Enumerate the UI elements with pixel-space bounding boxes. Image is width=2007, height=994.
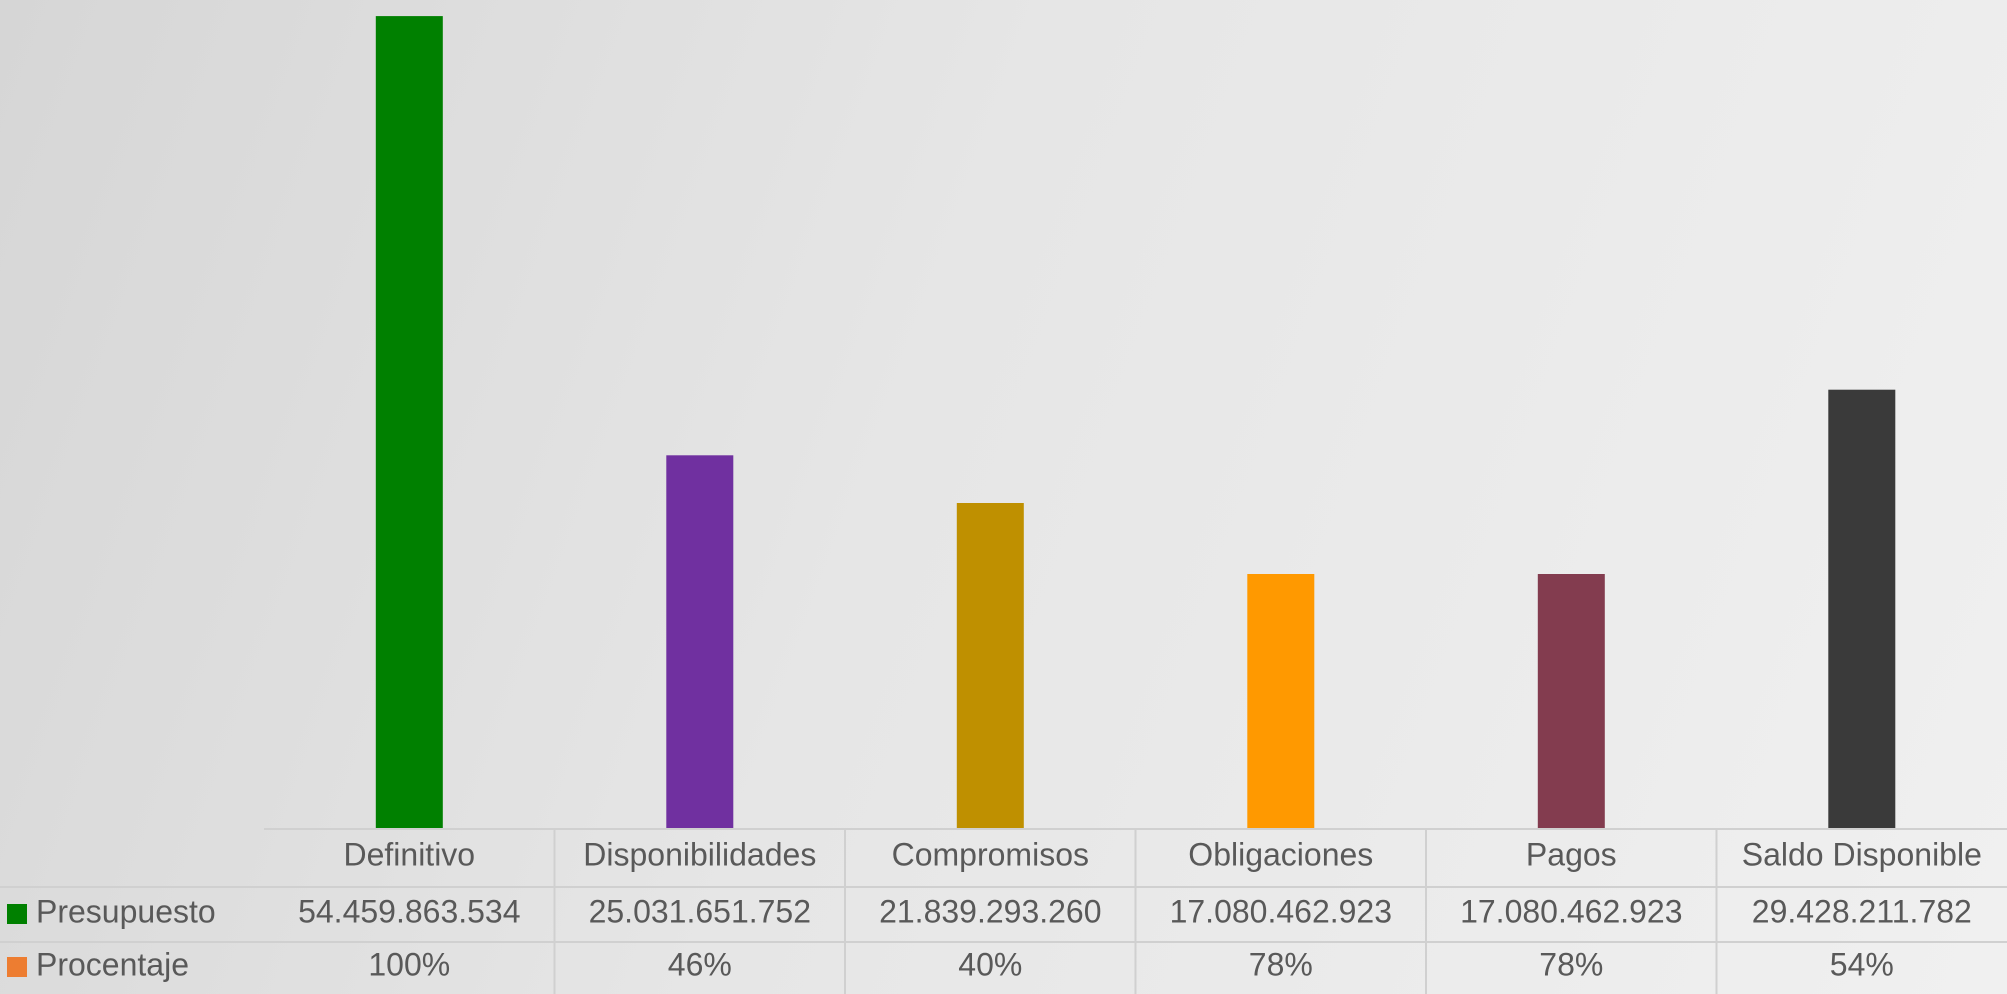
- category-label: Definitivo: [343, 836, 475, 872]
- legend-series-name: Presupuesto: [36, 893, 216, 929]
- procentaje-value: 78%: [1539, 946, 1603, 982]
- legend-key-procentaje: [7, 957, 27, 977]
- category-label: Compromisos: [892, 836, 1089, 872]
- bar-pagos: [1537, 574, 1605, 829]
- presupuesto-value: 54.459.863.534: [298, 893, 520, 929]
- legend-series-name: Procentaje: [36, 946, 189, 982]
- presupuesto-value: 17.080.462.923: [1460, 893, 1682, 929]
- bar-compromisos: [956, 503, 1024, 829]
- presupuesto-value: 17.080.462.923: [1170, 893, 1392, 929]
- bar-definitivo: [375, 16, 443, 830]
- procentaje-value: 100%: [368, 946, 450, 982]
- presupuesto-value: 25.031.651.752: [589, 893, 811, 929]
- category-label: Obligaciones: [1188, 836, 1373, 872]
- bars-group: [375, 16, 1896, 830]
- data-table: Definitivo 54.459.863.534 100% Disponibilid…: [7, 836, 1982, 982]
- data-table-grid: [0, 828, 2007, 994]
- category-label: Pagos: [1526, 836, 1617, 872]
- bar-disponibilidades: [666, 455, 734, 829]
- procentaje-value: 78%: [1249, 946, 1313, 982]
- presupuesto-value: 29.428.211.782: [1752, 893, 1972, 929]
- legend-key-presupuesto: [7, 904, 27, 924]
- procentaje-value: 46%: [668, 946, 732, 982]
- bar-obligaciones: [1247, 574, 1315, 829]
- bar-saldo-disponible: [1828, 389, 1896, 829]
- procentaje-value: 40%: [958, 946, 1022, 982]
- category-label: Saldo Disponible: [1742, 836, 1982, 872]
- presupuesto-value: 21.839.293.260: [879, 893, 1101, 929]
- category-label: Disponibilidades: [583, 836, 816, 872]
- procentaje-value: 54%: [1830, 946, 1894, 982]
